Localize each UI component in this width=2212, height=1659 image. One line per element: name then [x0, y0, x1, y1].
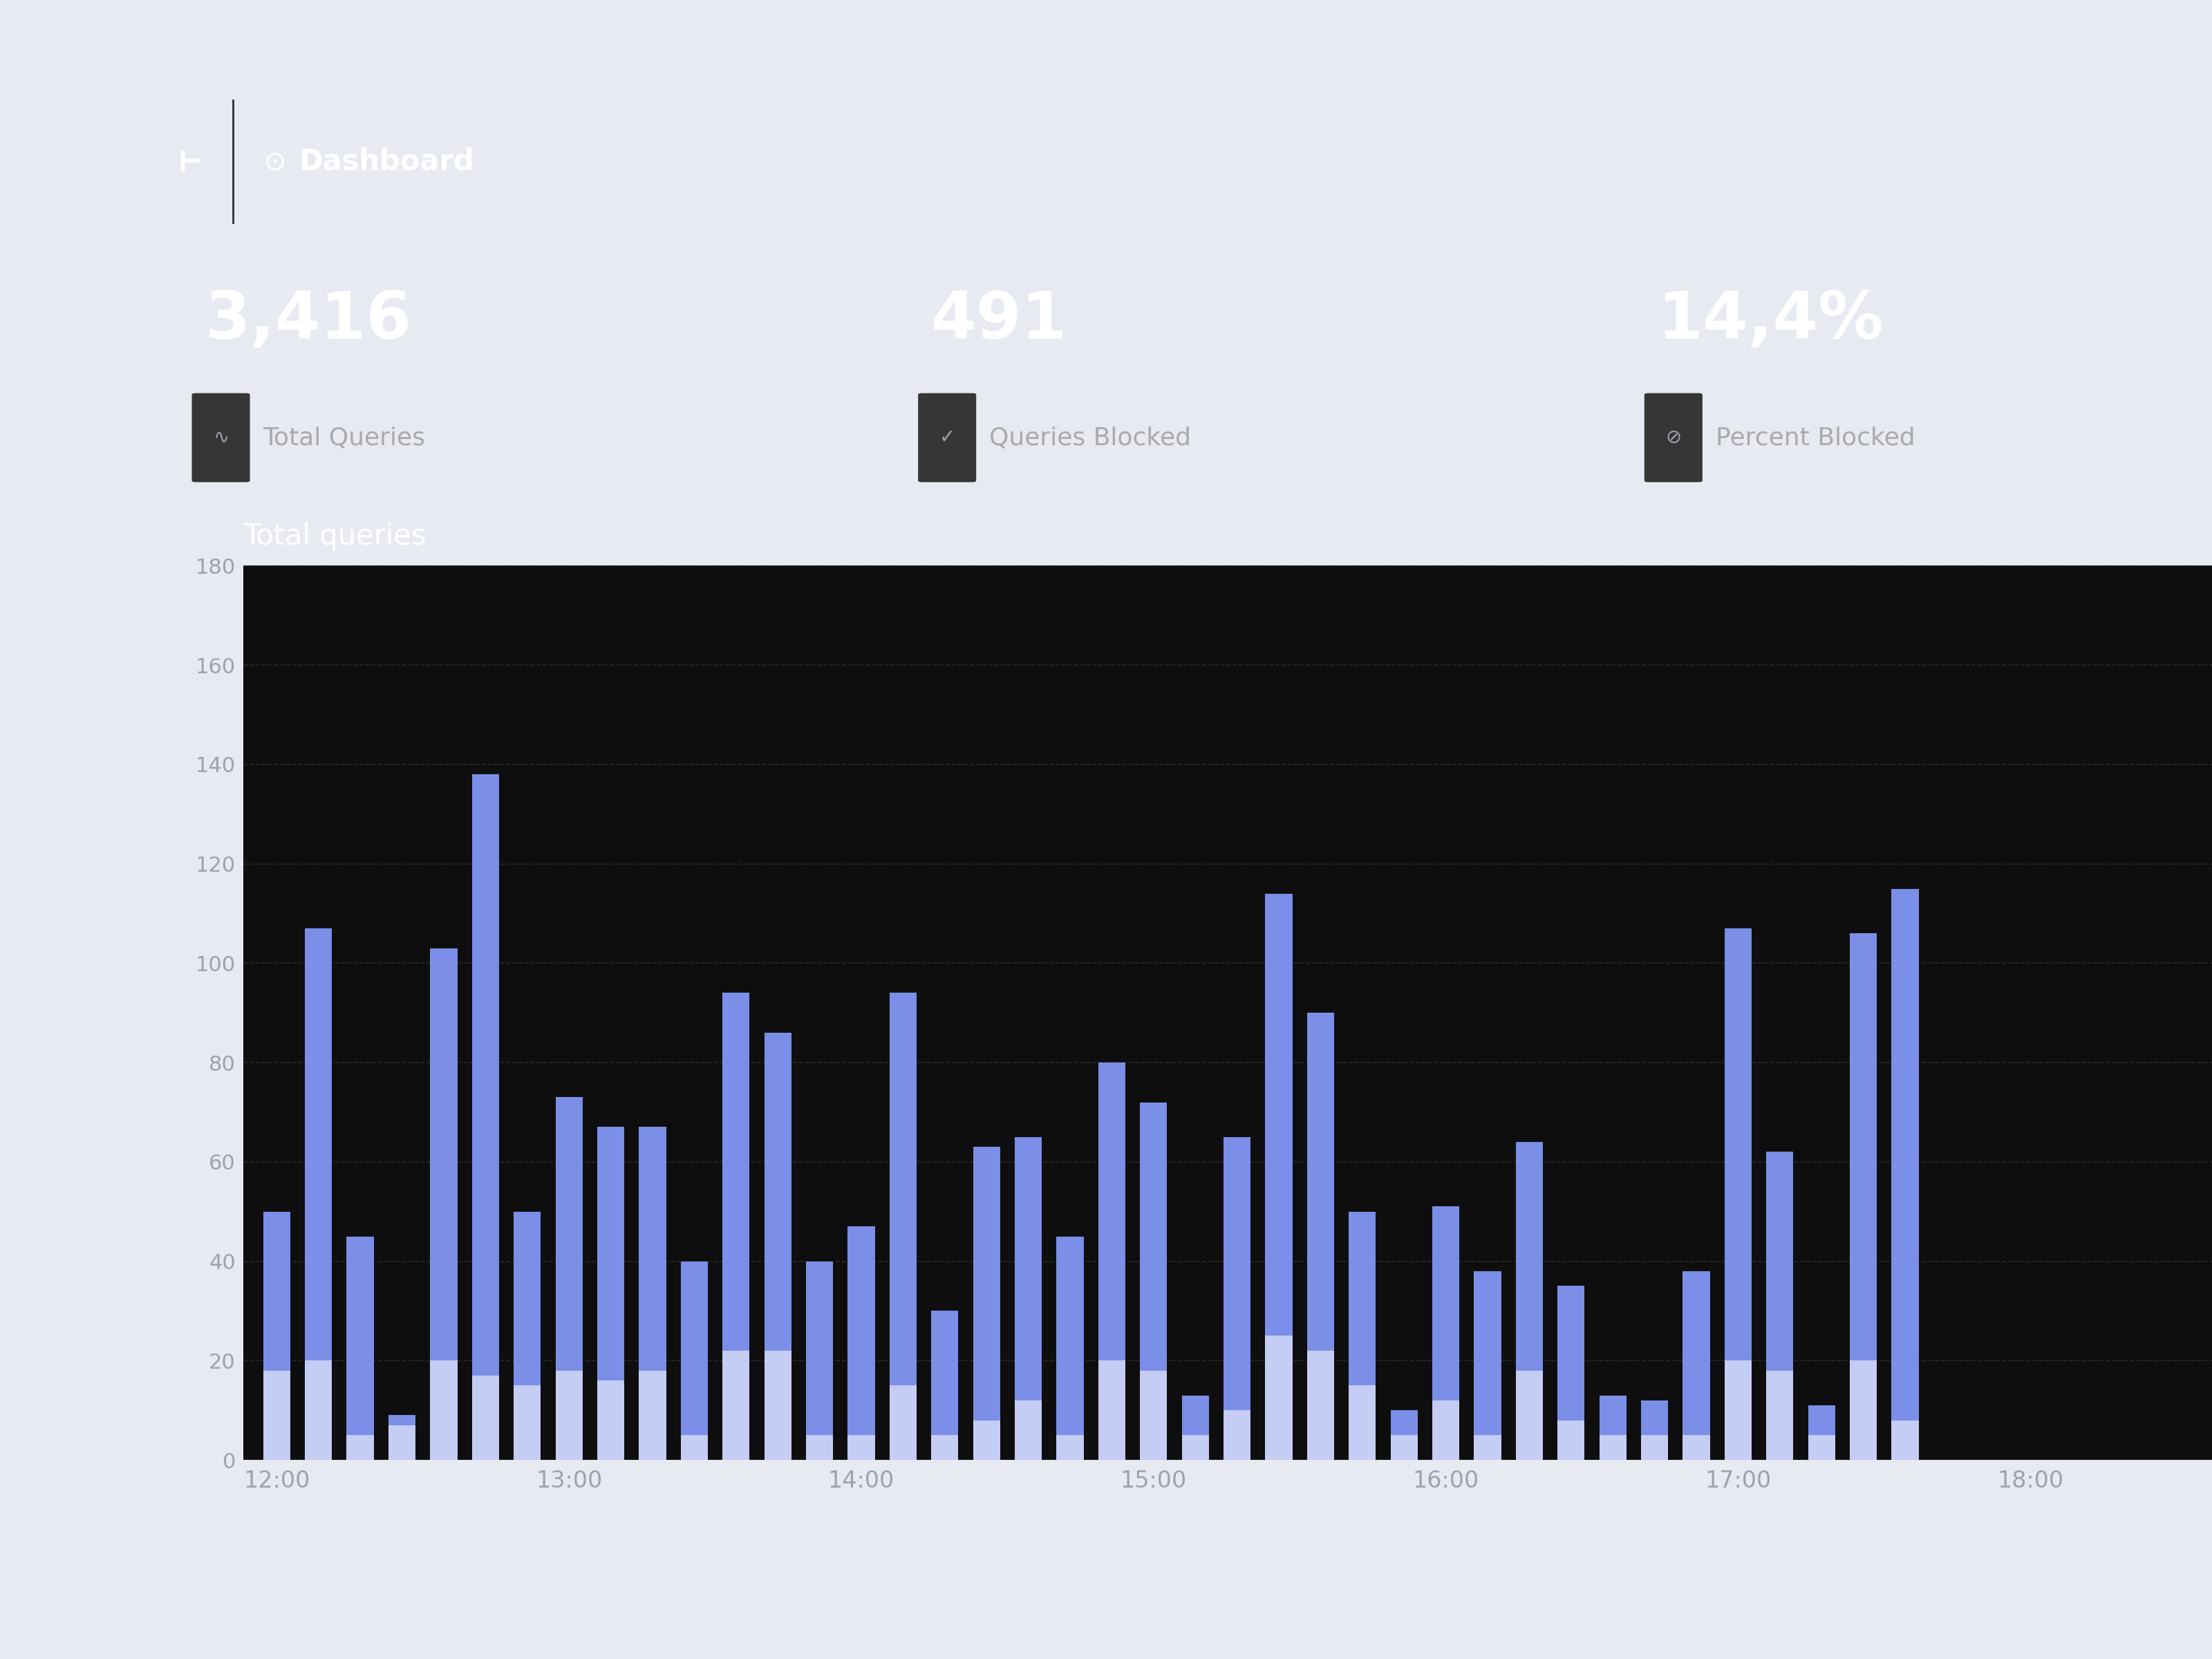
- Bar: [1891, 889, 1918, 1460]
- Bar: [681, 1435, 708, 1460]
- Text: ⊘: ⊘: [1666, 428, 1681, 448]
- Bar: [1515, 1141, 1544, 1460]
- Bar: [1807, 1405, 1836, 1460]
- Bar: [805, 1261, 834, 1460]
- Bar: [389, 1415, 416, 1460]
- Text: Total queries: Total queries: [243, 523, 427, 551]
- Text: ⊙: ⊙: [263, 149, 285, 174]
- Bar: [805, 1435, 834, 1460]
- Bar: [973, 1420, 1000, 1460]
- Bar: [723, 1350, 750, 1460]
- Bar: [1139, 1370, 1168, 1460]
- Bar: [847, 1435, 874, 1460]
- Bar: [305, 929, 332, 1460]
- Bar: [1683, 1435, 1710, 1460]
- Bar: [1641, 1400, 1668, 1460]
- Bar: [347, 1435, 374, 1460]
- Bar: [1349, 1385, 1376, 1460]
- Bar: [555, 1097, 582, 1460]
- Bar: [1181, 1435, 1208, 1460]
- Bar: [597, 1380, 624, 1460]
- FancyBboxPatch shape: [918, 393, 975, 483]
- Text: ✓: ✓: [940, 428, 956, 448]
- Bar: [1515, 1370, 1544, 1460]
- Bar: [513, 1211, 540, 1460]
- Bar: [1473, 1271, 1502, 1460]
- Bar: [1599, 1395, 1626, 1460]
- Text: Queries Blocked: Queries Blocked: [989, 426, 1190, 450]
- Bar: [513, 1385, 540, 1460]
- Text: Total Queries: Total Queries: [263, 426, 425, 450]
- Bar: [1473, 1435, 1502, 1460]
- FancyBboxPatch shape: [192, 393, 250, 483]
- Bar: [1349, 1211, 1376, 1460]
- Bar: [1307, 1350, 1334, 1460]
- Text: 491: 491: [931, 289, 1068, 353]
- Bar: [1391, 1410, 1418, 1460]
- Text: 14,4%: 14,4%: [1657, 289, 1885, 353]
- Bar: [347, 1236, 374, 1460]
- Bar: [1223, 1410, 1250, 1460]
- Bar: [639, 1126, 666, 1460]
- Bar: [1725, 1360, 1752, 1460]
- Bar: [1307, 1012, 1334, 1460]
- Bar: [263, 1370, 290, 1460]
- Bar: [931, 1311, 958, 1460]
- Text: 3,416: 3,416: [206, 289, 411, 353]
- Bar: [597, 1126, 624, 1460]
- Bar: [1765, 1151, 1794, 1460]
- Bar: [429, 949, 458, 1460]
- Bar: [1139, 1102, 1168, 1460]
- Bar: [429, 1360, 458, 1460]
- Bar: [847, 1226, 874, 1460]
- Bar: [389, 1425, 416, 1460]
- Bar: [1725, 929, 1752, 1460]
- Bar: [1431, 1206, 1460, 1460]
- Bar: [1849, 1360, 1878, 1460]
- Bar: [471, 775, 500, 1460]
- Bar: [1223, 1136, 1250, 1460]
- Bar: [1097, 1360, 1126, 1460]
- Bar: [305, 1360, 332, 1460]
- Bar: [723, 994, 750, 1460]
- Text: Percent Blocked: Percent Blocked: [1717, 426, 1916, 450]
- Text: ∿: ∿: [212, 428, 228, 448]
- Bar: [1849, 934, 1878, 1460]
- Bar: [973, 1146, 1000, 1460]
- Bar: [1265, 1335, 1292, 1460]
- Bar: [1765, 1370, 1794, 1460]
- Bar: [1891, 1420, 1918, 1460]
- Bar: [1015, 1136, 1042, 1460]
- Bar: [1265, 894, 1292, 1460]
- Bar: [1641, 1435, 1668, 1460]
- Bar: [889, 994, 916, 1460]
- Bar: [1557, 1286, 1584, 1460]
- Bar: [1391, 1435, 1418, 1460]
- Bar: [639, 1370, 666, 1460]
- Bar: [1599, 1435, 1626, 1460]
- Bar: [681, 1261, 708, 1460]
- Bar: [889, 1385, 916, 1460]
- Bar: [763, 1350, 792, 1460]
- Bar: [1181, 1395, 1208, 1460]
- Bar: [1557, 1420, 1584, 1460]
- FancyBboxPatch shape: [1644, 393, 1703, 483]
- Bar: [1097, 1062, 1126, 1460]
- Bar: [263, 1211, 290, 1460]
- Text: Dashboard: Dashboard: [299, 148, 473, 176]
- Text: ⊢: ⊢: [179, 144, 199, 178]
- Bar: [1057, 1236, 1084, 1460]
- Bar: [471, 1375, 500, 1460]
- Bar: [1431, 1400, 1460, 1460]
- Bar: [555, 1370, 582, 1460]
- Bar: [1683, 1271, 1710, 1460]
- Bar: [763, 1032, 792, 1460]
- Bar: [1057, 1435, 1084, 1460]
- Bar: [1015, 1400, 1042, 1460]
- Bar: [931, 1435, 958, 1460]
- Bar: [1807, 1435, 1836, 1460]
